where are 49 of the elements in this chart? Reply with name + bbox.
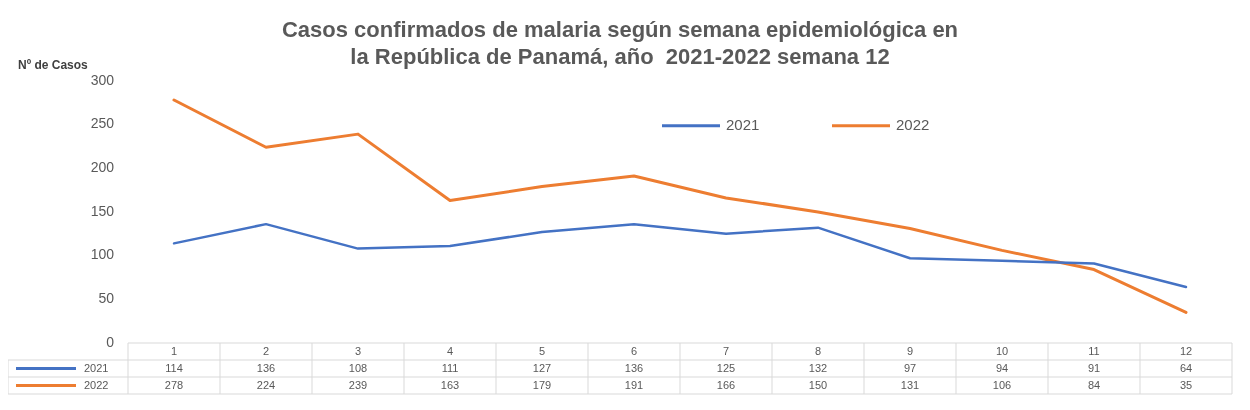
data-label: 136 [256, 361, 276, 374]
x-tick-label: 12 [1179, 344, 1193, 357]
y-tick-label: 200 [90, 159, 115, 176]
x-tick-label: 3 [354, 344, 362, 357]
data-label: 150 [808, 378, 828, 391]
y-tick-label: 250 [90, 115, 115, 132]
x-tick-label: 4 [446, 344, 454, 357]
x-tick-label: 2 [262, 344, 270, 357]
x-tick-label: 1 [170, 344, 178, 357]
data-label: 132 [808, 361, 828, 374]
data-label: 91 [1087, 361, 1101, 374]
data-label: 114 [165, 361, 183, 374]
x-tick-label: 10 [995, 344, 1009, 357]
data-label: 108 [348, 361, 368, 374]
data-label: 35 [1179, 378, 1193, 391]
legend-label: 2022 [896, 115, 930, 133]
x-tick-label: 8 [814, 344, 822, 357]
y-tick-label: 0 [106, 333, 115, 350]
data-label: 97 [903, 361, 917, 374]
data-label: 64 [1179, 361, 1193, 374]
data-label: 131 [900, 378, 920, 391]
chart-title: Casos confirmados de malaria según semana epidemiológica en la República de Panamá, año 2021-2022 semana 12 [281, 17, 959, 69]
data-label: 224 [256, 378, 276, 391]
y-tick-label: 300 [90, 71, 115, 88]
x-tick-label: 6 [630, 344, 638, 357]
legend-label: 2021 [726, 115, 760, 133]
x-tick-label: 9 [906, 344, 914, 357]
data-label: 111 [441, 361, 459, 374]
data-label: 166 [716, 378, 736, 391]
data-label: 127 [532, 361, 552, 374]
x-tick-label: 11 [1088, 344, 1100, 357]
data-label: 84 [1087, 378, 1101, 391]
data-label: 163 [440, 378, 460, 391]
data-label: 278 [164, 378, 184, 391]
data-label: 191 [624, 378, 644, 391]
text: 2021 [84, 361, 109, 374]
text: 2022 [84, 378, 109, 391]
data-label: 239 [348, 378, 368, 391]
x-tick-label: 5 [538, 344, 546, 357]
y-tick-label: 100 [90, 246, 115, 263]
data-label: 179 [532, 378, 552, 391]
y-axis-title: Nº de Casos [18, 58, 89, 73]
data-label: 106 [992, 378, 1012, 391]
y-tick-label: 50 [98, 290, 115, 307]
x-tick-label: 7 [722, 344, 730, 357]
data-label: 94 [995, 361, 1009, 374]
data-label: 125 [716, 361, 736, 374]
y-tick-label: 150 [90, 202, 115, 219]
data-label: 136 [624, 361, 644, 374]
